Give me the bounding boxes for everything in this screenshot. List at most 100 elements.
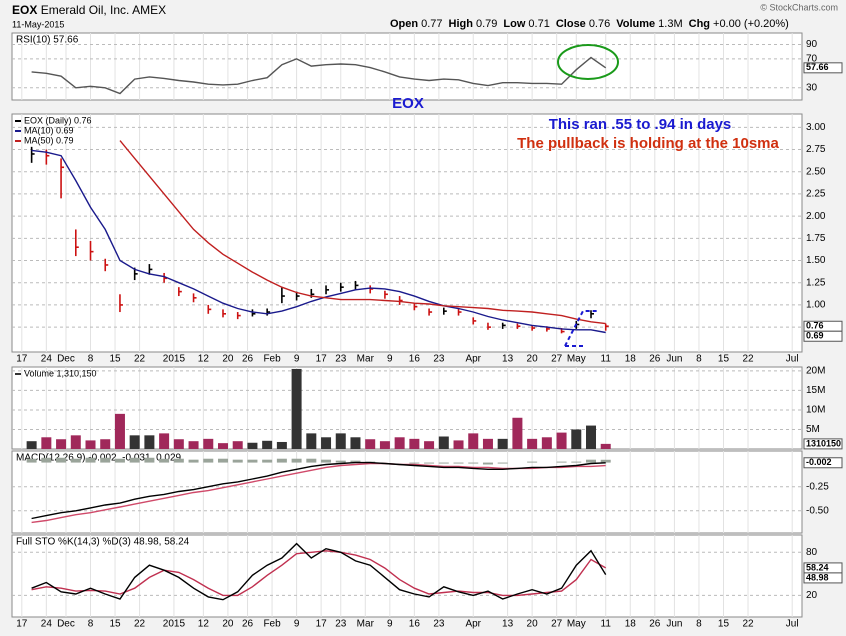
x-tick-label: 8 xyxy=(696,619,702,630)
histogram-bar xyxy=(26,458,37,463)
panel xyxy=(11,32,803,101)
x-tick-label: 17 xyxy=(316,354,328,365)
x-tick-label: 15 xyxy=(109,619,121,630)
x-tick-label: 13 xyxy=(502,619,514,630)
histogram-bar xyxy=(232,459,243,463)
last-value-label: 48.98 xyxy=(806,572,829,582)
volume-bar xyxy=(144,435,155,449)
volume-bar xyxy=(527,438,538,449)
x-tick-label: 17 xyxy=(316,619,328,630)
panel xyxy=(11,534,803,618)
x-tick-label: 26 xyxy=(242,619,254,630)
quote-value: 0.77 xyxy=(421,18,442,30)
x-tick-label: 2015 xyxy=(163,354,186,365)
volume-bar xyxy=(114,413,125,449)
volume-bar xyxy=(556,432,567,449)
volume-bar xyxy=(129,435,140,449)
x-tick-label: 20 xyxy=(222,354,234,365)
y-tick-label: 3.00 xyxy=(806,122,826,133)
quote-label: Open xyxy=(390,18,418,30)
histogram-bar xyxy=(70,458,81,463)
volume-bar xyxy=(335,433,346,449)
x-tick-label: Jun xyxy=(666,354,682,365)
x-tick-label: 16 xyxy=(409,354,421,365)
volume-bar xyxy=(247,442,258,449)
histogram-bar xyxy=(409,462,420,464)
x-tick-label: 12 xyxy=(198,619,210,630)
volume-bar xyxy=(424,441,435,449)
x-tick-label: 27 xyxy=(551,354,563,365)
x-tick-label: Dec xyxy=(57,619,75,630)
histogram-bar xyxy=(497,462,508,464)
series-line xyxy=(31,550,607,597)
histogram-bar xyxy=(556,461,567,463)
x-tick-label: 11 xyxy=(601,619,612,630)
quote-value: +0.00 (+0.20%) xyxy=(713,18,789,30)
histogram-bar xyxy=(291,458,302,463)
symbol: EOX xyxy=(12,3,37,17)
y-tick-label: 5M xyxy=(806,424,820,435)
quote-value: 0.79 xyxy=(476,18,497,30)
x-tick-label: 20 xyxy=(527,619,539,630)
legend-label: EOX (Daily) 0.76 xyxy=(24,115,92,125)
y-tick-label: 80 xyxy=(806,547,818,558)
y-tick-label: 2.25 xyxy=(806,189,826,200)
x-tick-label: Feb xyxy=(263,619,281,630)
histogram-bar xyxy=(247,459,258,463)
x-tick-label: 13 xyxy=(502,354,514,365)
volume-bar xyxy=(350,437,361,449)
annotation: The pullback is holding at the 10sma xyxy=(517,135,779,152)
annotation-arrow xyxy=(564,310,599,347)
credit: © StockCharts.com xyxy=(760,2,838,12)
volume-bar xyxy=(571,429,582,449)
x-tick-label: 9 xyxy=(294,619,300,630)
last-value-box xyxy=(803,62,843,74)
histogram-bar xyxy=(188,459,199,463)
histogram-bar xyxy=(276,458,287,463)
volume-bar xyxy=(203,438,214,449)
histogram-bar xyxy=(571,461,582,463)
quote-value: 1.3M xyxy=(658,18,682,30)
y-tick-label: 20 xyxy=(806,590,818,601)
last-value-box xyxy=(803,438,843,450)
volume-bar xyxy=(100,439,111,449)
x-tick-label: Apr xyxy=(465,354,481,365)
x-tick-label: Mar xyxy=(357,619,375,630)
x-tick-label: Jul xyxy=(786,354,799,365)
x-tick-label: 26 xyxy=(242,354,254,365)
volume-bar xyxy=(85,440,96,449)
y-tick-label: 15M xyxy=(806,385,825,396)
y-tick-label: 10M xyxy=(806,405,825,416)
y-tick-label: 20M xyxy=(806,366,825,377)
x-tick-label: 27 xyxy=(551,619,563,630)
histogram-bar xyxy=(217,458,228,463)
quote-label: Chg xyxy=(689,18,710,30)
y-tick-label: 1.00 xyxy=(806,300,826,311)
volume-bar xyxy=(379,441,390,449)
quote-label: Close xyxy=(556,18,586,30)
volume-bar xyxy=(497,438,508,449)
volume-bar xyxy=(321,437,332,449)
volume-bar xyxy=(262,440,273,449)
x-tick-label: 8 xyxy=(696,354,702,365)
legend-label: Volume 1,310,150 xyxy=(24,368,97,378)
panel-title: RSI(10) 57.66 xyxy=(16,35,79,46)
quote: Open 0.77 High 0.79 Low 0.71 Close 0.76 Volume 1.… xyxy=(390,18,789,30)
histogram-bar xyxy=(350,460,361,463)
volume-bar xyxy=(217,443,228,449)
y-tick-label: 2.50 xyxy=(806,166,826,177)
company: Emerald Oil, Inc. xyxy=(41,3,130,17)
last-value-box xyxy=(803,457,843,469)
y-tick-label: 1.50 xyxy=(806,255,826,266)
volume-bar xyxy=(188,441,199,449)
panel-title: Full STO %K(14,3) %D(3) 48.98, 58.24 xyxy=(16,537,190,548)
last-value-label: 58.24 xyxy=(806,562,829,572)
histogram-bar xyxy=(144,457,155,463)
x-tick-label: 18 xyxy=(625,354,637,365)
histogram-bar xyxy=(321,459,332,463)
last-value-label: -0.002 xyxy=(806,457,832,467)
x-tick-label: 26 xyxy=(649,354,661,365)
volume-bar xyxy=(600,443,611,449)
volume-bar xyxy=(409,438,420,449)
histogram-bar xyxy=(85,457,96,463)
